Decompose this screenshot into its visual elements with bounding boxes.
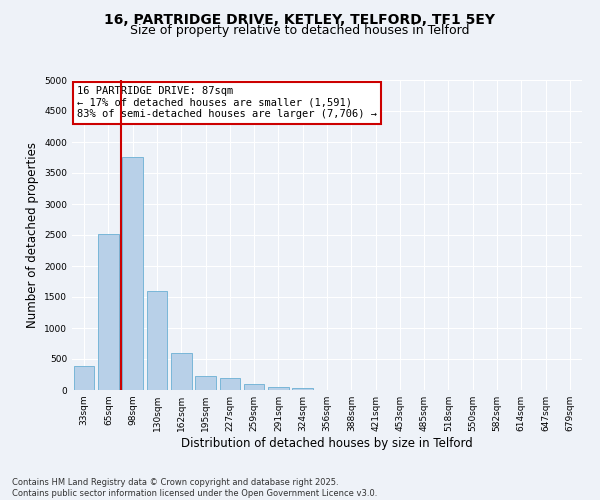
Bar [74,366,94,390]
Y-axis label: Number of detached properties: Number of detached properties [26,142,38,328]
Text: Size of property relative to detached houses in Telford: Size of property relative to detached ho… [130,24,470,37]
Text: 16, PARTRIDGE DRIVE, KETLEY, TELFORD, TF1 5EY: 16, PARTRIDGE DRIVE, KETLEY, TELFORD, TF… [104,12,496,26]
Bar [292,388,313,390]
X-axis label: Distribution of detached houses by size in Telford: Distribution of detached houses by size … [181,437,473,450]
Bar [268,387,289,390]
Bar [98,234,119,390]
Bar [171,353,191,390]
Text: Contains HM Land Registry data © Crown copyright and database right 2025.
Contai: Contains HM Land Registry data © Crown c… [12,478,377,498]
Bar [244,384,265,390]
Bar [195,376,216,390]
Bar [122,157,143,390]
Text: 16 PARTRIDGE DRIVE: 87sqm
← 17% of detached houses are smaller (1,591)
83% of se: 16 PARTRIDGE DRIVE: 87sqm ← 17% of detac… [77,86,377,120]
Bar [220,378,240,390]
Bar [146,291,167,390]
